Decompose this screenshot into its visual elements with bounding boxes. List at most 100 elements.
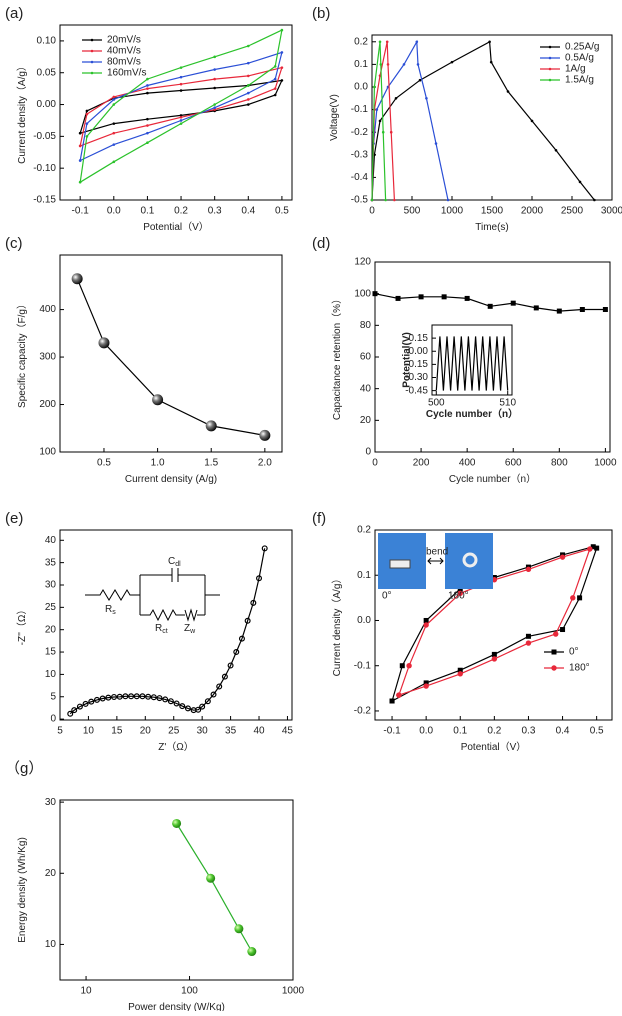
marker <box>491 651 497 657</box>
y-tick-label: 0.15 <box>409 333 429 344</box>
marker <box>78 144 82 148</box>
marker <box>150 694 157 701</box>
marker <box>179 703 186 710</box>
y-axis-title: Specific capacity（F/g） <box>16 299 28 408</box>
marker <box>213 86 216 90</box>
marker <box>179 82 183 86</box>
y-tick-label: 20 <box>360 415 372 426</box>
y-tick-label: 100 <box>354 288 371 299</box>
marker <box>111 693 118 700</box>
y-tick-label: 300 <box>39 352 56 363</box>
y-tick-label: 0.1 <box>354 59 368 70</box>
x-axis-title: Power density (W/Kg) <box>128 1002 225 1011</box>
y-tick-label: 120 <box>354 257 371 268</box>
marker <box>221 673 228 680</box>
legend-label: 0.25A/g <box>565 42 599 53</box>
x-tick-label: 510 <box>499 398 516 409</box>
x-tick-label: 25 <box>168 726 180 737</box>
legend-marker <box>548 78 552 82</box>
series-line <box>76 278 265 436</box>
y-tick-label: 0.00 <box>37 99 57 110</box>
y-tick-label: -0.3 <box>351 149 369 160</box>
y-tick-label: -0.1 <box>351 104 369 115</box>
y-tick-label: 0.0 <box>357 615 371 626</box>
x-tick-label: 1500 <box>481 206 504 217</box>
legend-marker <box>90 38 94 42</box>
marker <box>71 707 78 714</box>
marker <box>457 671 463 677</box>
marker <box>261 545 268 552</box>
marker <box>238 635 245 642</box>
x-tick-label: 0.5 <box>590 726 604 737</box>
series-line <box>79 66 283 147</box>
marker <box>554 148 558 152</box>
x-tick-label: 0.0 <box>107 206 121 217</box>
circuit-wire <box>140 594 220 622</box>
marker <box>162 696 169 703</box>
marker <box>179 89 183 92</box>
marker <box>273 93 277 97</box>
marker <box>78 180 82 184</box>
y-tick-label: -0.4 <box>351 172 369 183</box>
y-tick-label: -0.15 <box>405 359 428 370</box>
marker <box>246 61 250 65</box>
marker <box>384 198 387 202</box>
x-tick-label: 500 <box>428 398 445 409</box>
x-tick-label: 5 <box>57 726 63 737</box>
photo-label: 180° <box>448 591 469 602</box>
marker <box>510 300 516 306</box>
marker <box>280 79 284 82</box>
marker <box>506 90 510 93</box>
x-tick-label: 2000 <box>521 206 544 217</box>
marker <box>560 627 566 633</box>
marker <box>273 87 277 90</box>
circuit-label: Rs <box>105 604 116 616</box>
marker <box>395 295 401 301</box>
marker <box>389 130 393 134</box>
circuit-subscript: w <box>189 628 196 635</box>
marker <box>578 180 582 184</box>
y-tick-label: 10 <box>45 939 57 950</box>
y-tick-label: 15 <box>45 647 57 658</box>
y-tick-label: 20 <box>45 624 57 635</box>
y-tick-label: -0.30 <box>405 372 428 383</box>
x-axis-title: Time(s) <box>475 222 509 233</box>
marker <box>244 617 251 624</box>
y-tick-label: 0.00 <box>409 346 429 357</box>
y-tick-label: 40 <box>360 383 372 394</box>
legend-marker <box>551 649 557 655</box>
x-axis-title: Potential（V） <box>461 741 527 753</box>
series-line <box>371 41 387 201</box>
y-tick-label: -0.2 <box>351 127 369 138</box>
marker <box>446 198 450 202</box>
x-tick-label: 100 <box>181 986 198 997</box>
marker <box>533 305 539 311</box>
marker <box>85 112 89 116</box>
x-tick-label: -0.1 <box>72 206 90 217</box>
y-tick-label: 200 <box>39 399 56 410</box>
circuit-label: Cdl <box>168 556 181 568</box>
circuit-symbol: R <box>155 623 162 634</box>
marker <box>213 106 216 110</box>
marker <box>179 115 183 119</box>
marker <box>415 40 419 44</box>
x-tick-label: 0.1 <box>453 726 467 737</box>
marker <box>577 595 583 601</box>
y-tick-label: 0 <box>50 714 56 725</box>
marker <box>78 159 82 162</box>
marker <box>246 103 250 106</box>
marker <box>139 693 146 700</box>
marker <box>78 131 82 135</box>
y-tick-label: 5 <box>50 691 56 702</box>
marker <box>227 662 234 669</box>
legend-marker <box>548 56 552 60</box>
legend-marker <box>90 71 94 75</box>
y-tick-label: -0.05 <box>33 131 56 142</box>
marker <box>246 91 250 95</box>
photo-label: bend <box>426 547 448 558</box>
marker <box>246 44 250 48</box>
marker <box>98 337 110 349</box>
x-tick-label: 40 <box>253 726 265 737</box>
circuit-wire <box>139 568 206 615</box>
marker <box>105 694 112 701</box>
